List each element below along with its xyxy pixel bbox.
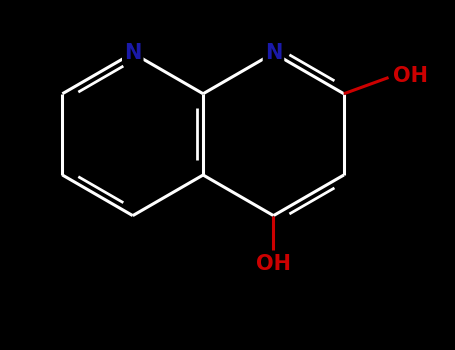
Text: OH: OH xyxy=(256,254,291,274)
Text: N: N xyxy=(124,43,142,63)
Text: OH: OH xyxy=(393,66,428,86)
Text: N: N xyxy=(265,43,282,63)
